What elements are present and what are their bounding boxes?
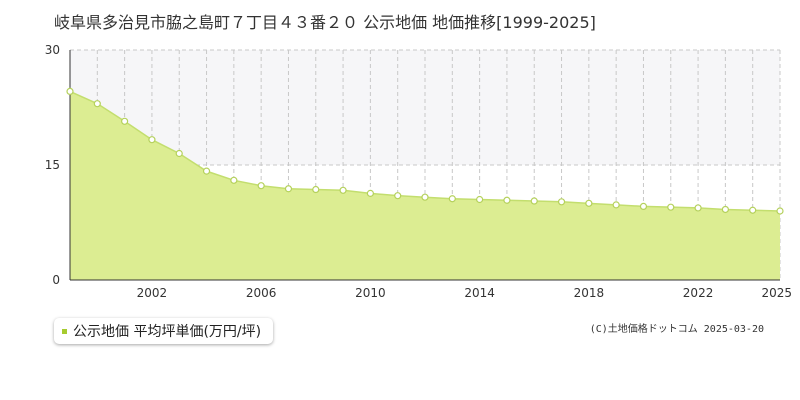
x-tick-label: 2006 <box>246 286 277 300</box>
data-point <box>585 199 593 207</box>
data-point <box>557 198 566 206</box>
data-point <box>694 204 702 212</box>
data-point <box>667 203 675 211</box>
data-point <box>421 193 429 201</box>
data-point <box>175 149 183 158</box>
data-point <box>66 87 74 96</box>
data-point <box>230 176 238 184</box>
data-point <box>366 189 374 197</box>
data-points <box>66 87 784 215</box>
data-point <box>612 201 620 209</box>
legend: 公示地価 平均坪単価(万円/坪) <box>54 318 274 344</box>
data-point <box>721 205 729 214</box>
data-point <box>93 100 101 108</box>
data-point <box>312 185 320 194</box>
x-tick-label: 2002 <box>137 286 168 300</box>
x-tick-label: 2025 <box>761 286 792 300</box>
y-tick-label: 30 <box>45 43 60 57</box>
data-point <box>339 186 347 194</box>
x-tick-label: 2010 <box>355 286 386 300</box>
data-point <box>284 185 293 193</box>
x-tick-label: 2014 <box>464 286 495 300</box>
credit-text: (C)土地価格ドットコム 2025-03-20 <box>589 324 764 335</box>
data-point <box>394 192 402 200</box>
data-point <box>776 207 784 215</box>
y-tick-label: 15 <box>45 158 60 172</box>
series-area <box>70 91 780 281</box>
legend-marker <box>62 328 67 334</box>
data-point <box>121 117 129 125</box>
legend-label: 公示地価 平均坪単価(万円/坪) <box>73 324 262 340</box>
chart-title: 岐阜県多治見市脇之島町７丁目４３番２０ 公示地価 地価推移[1999-2025] <box>54 13 596 32</box>
data-point <box>476 195 484 204</box>
tick-labels: 0 15 30 2002 2006 2010 2014 2018 2022 2025 <box>45 43 792 300</box>
data-point <box>257 182 265 190</box>
data-point <box>202 167 211 175</box>
data-point <box>148 136 156 144</box>
data-point <box>530 197 538 205</box>
data-point <box>749 206 757 214</box>
data-point <box>448 195 456 203</box>
x-tick-label: 2022 <box>683 286 714 300</box>
x-tick-label: 2018 <box>574 286 605 300</box>
data-point <box>503 196 511 204</box>
data-point <box>639 202 648 210</box>
y-tick-label: 0 <box>52 273 60 287</box>
